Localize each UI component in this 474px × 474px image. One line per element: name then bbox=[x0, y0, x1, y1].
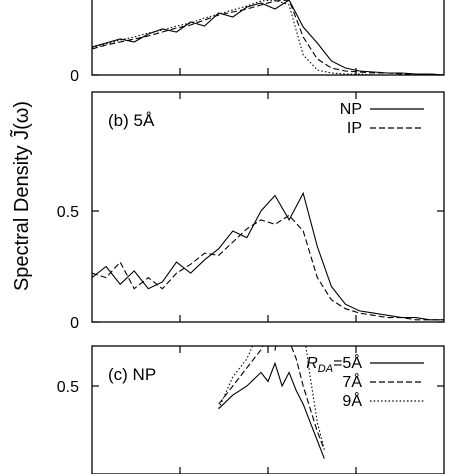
legend-label-1: RDA=5Å bbox=[306, 353, 362, 375]
panel-label: (c) NP bbox=[108, 365, 156, 384]
series-line-2 bbox=[218, 346, 325, 450]
panel-1: 0 bbox=[70, 0, 445, 85]
y-tick-label: 0 bbox=[70, 315, 79, 332]
legend-label-1: NP bbox=[340, 101, 362, 118]
series-line-2 bbox=[92, 214, 444, 321]
legend-label-2: IP bbox=[347, 120, 362, 137]
panel-label: (b) 5Å bbox=[108, 111, 155, 130]
series-line-1 bbox=[92, 191, 444, 321]
y-tick-label: 0.5 bbox=[57, 204, 79, 221]
series-line-3 bbox=[218, 346, 325, 450]
y-axis-label: Spectral Density J̃(ω) bbox=[10, 101, 33, 291]
series-line-2 bbox=[92, 0, 444, 75]
y-tick-label: 0.5 bbox=[57, 379, 79, 396]
panel-2: 0 0.5 (b) 5Å NP IP bbox=[57, 91, 445, 332]
y-tick-label: 0 bbox=[70, 68, 79, 85]
legend-label-3: 9Å bbox=[342, 391, 362, 410]
plot-frame bbox=[91, 0, 445, 76]
series-line-1 bbox=[92, 0, 444, 75]
legend-label-2: 7Å bbox=[342, 372, 362, 391]
series-line-3 bbox=[92, 0, 444, 75]
series-line-1 bbox=[218, 361, 325, 459]
